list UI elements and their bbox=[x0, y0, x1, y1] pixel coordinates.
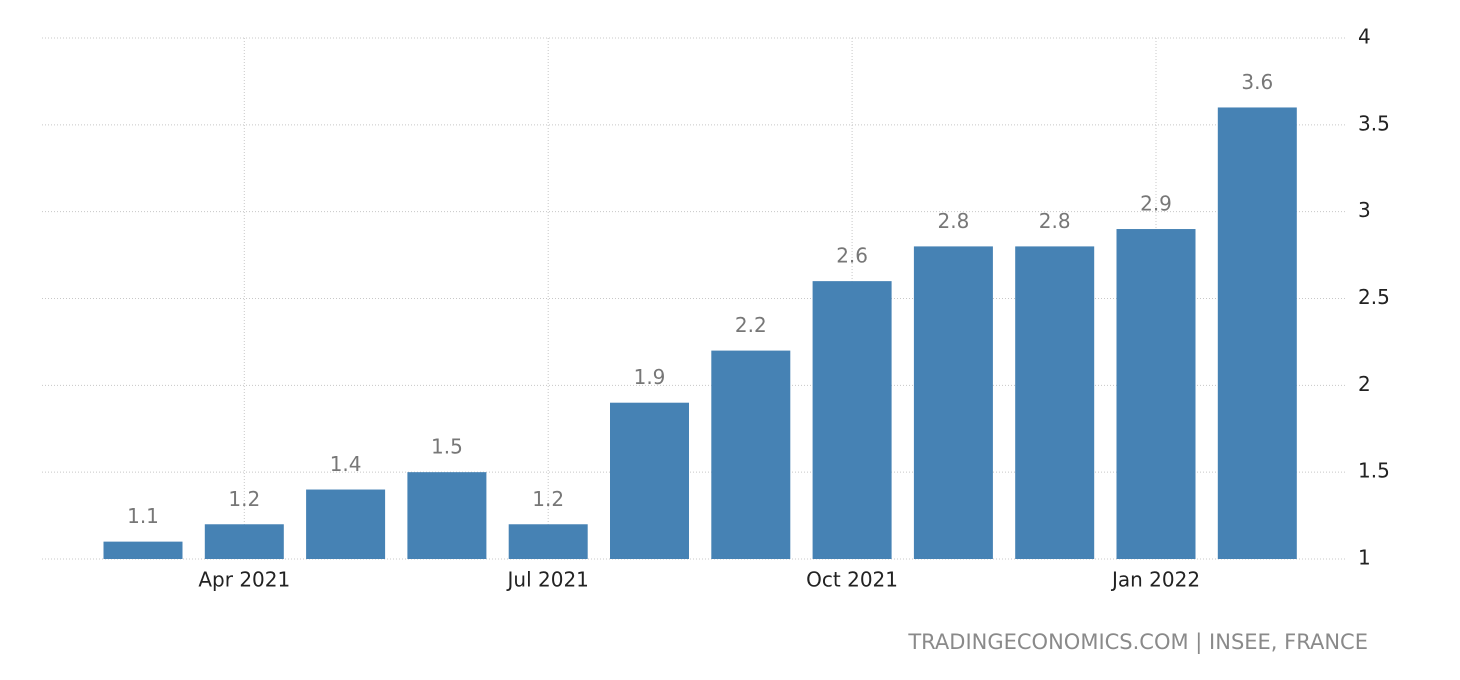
bar bbox=[812, 281, 892, 559]
bar bbox=[103, 541, 183, 559]
bar bbox=[1116, 229, 1196, 560]
bar bbox=[204, 524, 284, 559]
data-label: 1.9 bbox=[634, 365, 666, 389]
x-tick-label: Oct 2021 bbox=[806, 568, 898, 592]
data-label: 1.4 bbox=[330, 452, 362, 476]
y-tick-label: 1 bbox=[1358, 546, 1371, 570]
bar bbox=[508, 524, 588, 559]
y-tick-label: 2 bbox=[1358, 372, 1371, 396]
y-tick-label: 2.5 bbox=[1358, 285, 1390, 309]
bar bbox=[1217, 107, 1297, 559]
bar bbox=[306, 489, 386, 559]
bar bbox=[711, 350, 791, 559]
data-label: 1.2 bbox=[228, 487, 260, 511]
x-tick-label: Jan 2022 bbox=[1110, 568, 1200, 592]
data-label: 1.1 bbox=[127, 504, 159, 528]
data-label: 1.5 bbox=[431, 435, 463, 459]
y-tick-label: 3 bbox=[1358, 198, 1371, 222]
data-label: 2.2 bbox=[735, 313, 767, 337]
y-tick-label: 1.5 bbox=[1358, 459, 1390, 483]
x-tick-label: Jul 2021 bbox=[506, 568, 589, 592]
source: TRADINGECONOMICS.COM | INSEE, FRANCE bbox=[907, 630, 1368, 655]
data-label: 2.8 bbox=[937, 209, 969, 233]
y-tick-label: 3.5 bbox=[1358, 111, 1390, 135]
data-label: 3.6 bbox=[1241, 70, 1273, 94]
x-tick-label: Apr 2021 bbox=[198, 568, 290, 592]
y-tick-label: 4 bbox=[1358, 25, 1371, 49]
bar bbox=[610, 402, 689, 559]
bar bbox=[1015, 246, 1095, 559]
data-label: 1.2 bbox=[532, 487, 564, 511]
bar bbox=[913, 246, 993, 559]
bar bbox=[407, 472, 487, 559]
data-label: 2.9 bbox=[1140, 192, 1172, 216]
data-label: 2.6 bbox=[836, 244, 868, 268]
data-label: 2.8 bbox=[1039, 209, 1071, 233]
